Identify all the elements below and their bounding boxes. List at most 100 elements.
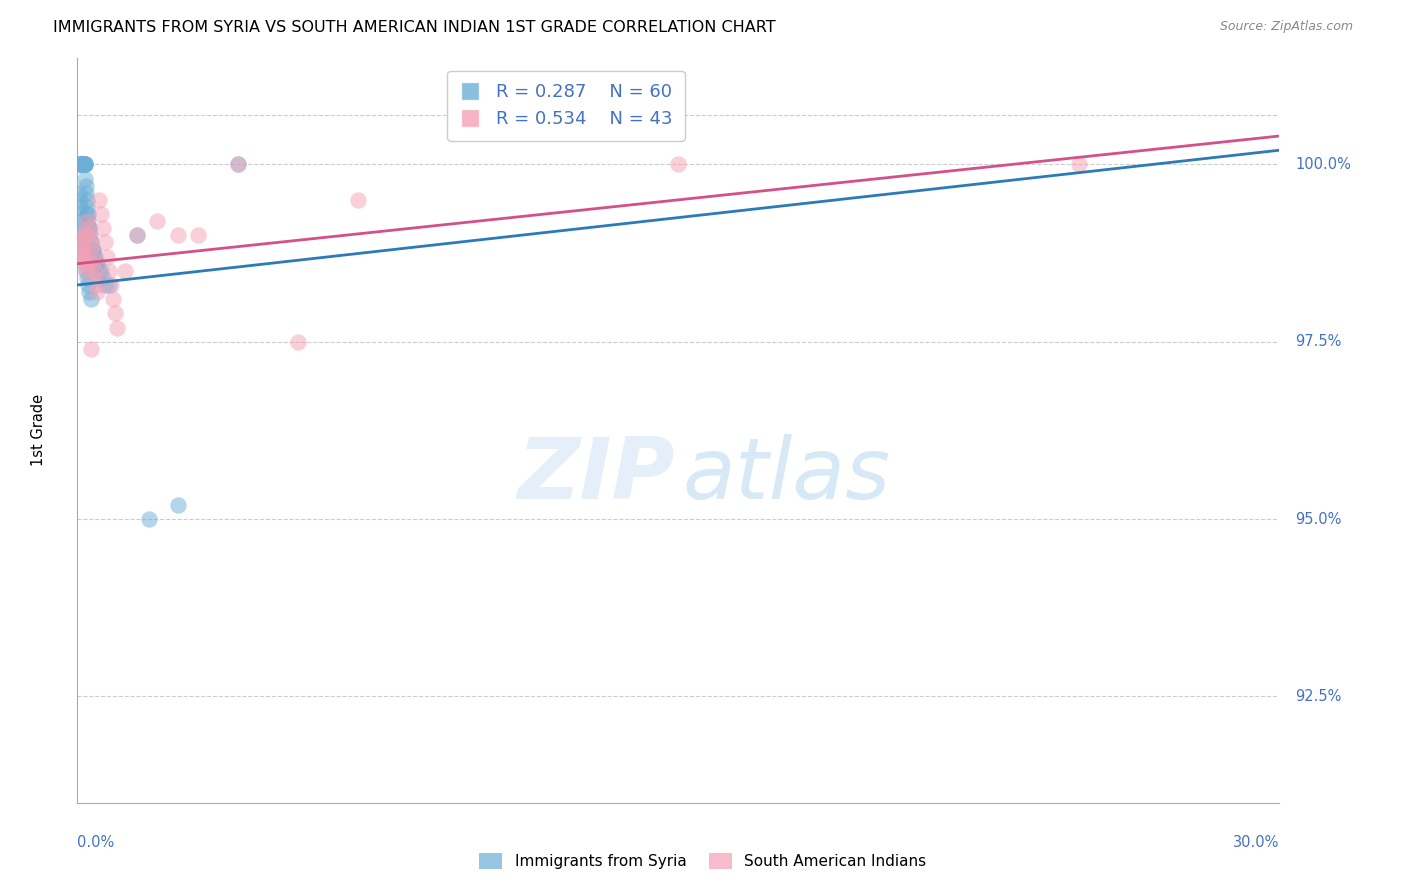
Point	[69, 207, 91, 221]
Text: ZIP: ZIP	[517, 434, 675, 516]
Point	[70, 221, 93, 235]
Point	[69, 250, 91, 264]
Point	[1069, 157, 1091, 171]
Point	[69, 193, 91, 207]
Point	[79, 228, 101, 243]
Legend: R = 0.287    N = 60, R = 0.534    N = 43: R = 0.287 N = 60, R = 0.534 N = 43	[447, 70, 685, 141]
Point	[70, 157, 93, 171]
Point	[127, 228, 149, 243]
Point	[287, 334, 309, 349]
Point	[75, 186, 97, 200]
Point	[104, 306, 127, 320]
Point	[67, 243, 90, 257]
Point	[79, 228, 101, 243]
Point	[138, 512, 160, 526]
Point	[72, 157, 94, 171]
Point	[100, 277, 122, 292]
Point	[79, 221, 101, 235]
Point	[73, 157, 96, 171]
Point	[83, 250, 105, 264]
Point	[76, 277, 98, 292]
Point	[80, 243, 103, 257]
Point	[86, 257, 108, 271]
Point	[77, 214, 100, 228]
Point	[72, 243, 94, 257]
Point	[73, 157, 96, 171]
Point	[69, 157, 91, 171]
Point	[69, 157, 91, 171]
Point	[83, 264, 105, 278]
Text: 0.0%: 0.0%	[77, 835, 114, 850]
Text: 1st Grade: 1st Grade	[31, 394, 46, 467]
Point	[90, 264, 112, 278]
Point	[94, 277, 117, 292]
Point	[84, 250, 107, 264]
Point	[76, 200, 98, 214]
Point	[80, 235, 103, 250]
Point	[67, 186, 90, 200]
Point	[82, 257, 104, 271]
Point	[79, 235, 101, 250]
Point	[75, 157, 97, 171]
Point	[226, 157, 249, 171]
Point	[72, 235, 94, 250]
Text: 30.0%: 30.0%	[1233, 835, 1279, 850]
Point	[72, 243, 94, 257]
Point	[76, 271, 98, 285]
Point	[73, 257, 96, 271]
Point	[86, 257, 108, 271]
Point	[107, 320, 129, 334]
Point	[70, 157, 93, 171]
Point	[82, 250, 104, 264]
Point	[127, 228, 149, 243]
Text: 92.5%: 92.5%	[1295, 689, 1341, 704]
Point	[90, 207, 112, 221]
Text: 97.5%: 97.5%	[1295, 334, 1341, 350]
Point	[89, 193, 111, 207]
Point	[84, 271, 107, 285]
Text: 100.0%: 100.0%	[1295, 157, 1351, 172]
Point	[77, 221, 100, 235]
Point	[73, 157, 96, 171]
Point	[70, 235, 93, 250]
Point	[226, 157, 249, 171]
Point	[75, 228, 97, 243]
Point	[70, 228, 93, 243]
Point	[70, 157, 93, 171]
Point	[73, 243, 96, 257]
Point	[72, 157, 94, 171]
Point	[76, 207, 98, 221]
Point	[75, 264, 97, 278]
Point	[76, 257, 98, 271]
Point	[86, 277, 108, 292]
Point	[186, 228, 209, 243]
Point	[98, 277, 121, 292]
Point	[82, 243, 104, 257]
Point	[70, 157, 93, 171]
Point	[69, 200, 91, 214]
Point	[96, 250, 118, 264]
Point	[98, 264, 121, 278]
Point	[75, 257, 97, 271]
Point	[73, 250, 96, 264]
Point	[72, 157, 94, 171]
Point	[70, 214, 93, 228]
Point	[166, 228, 188, 243]
Point	[75, 178, 97, 193]
Point	[70, 157, 93, 171]
Point	[346, 193, 368, 207]
Point	[75, 171, 97, 186]
Point	[73, 250, 96, 264]
Point	[75, 264, 97, 278]
Legend: Immigrants from Syria, South American Indians: Immigrants from Syria, South American In…	[474, 847, 932, 875]
Point	[89, 264, 111, 278]
Point	[166, 498, 188, 512]
Text: IMMIGRANTS FROM SYRIA VS SOUTH AMERICAN INDIAN 1ST GRADE CORRELATION CHART: IMMIGRANTS FROM SYRIA VS SOUTH AMERICAN …	[53, 20, 776, 35]
Point	[94, 235, 117, 250]
Text: atlas: atlas	[682, 434, 890, 516]
Point	[67, 157, 90, 171]
Point	[77, 221, 100, 235]
Point	[73, 157, 96, 171]
Point	[82, 243, 104, 257]
Point	[668, 157, 690, 171]
